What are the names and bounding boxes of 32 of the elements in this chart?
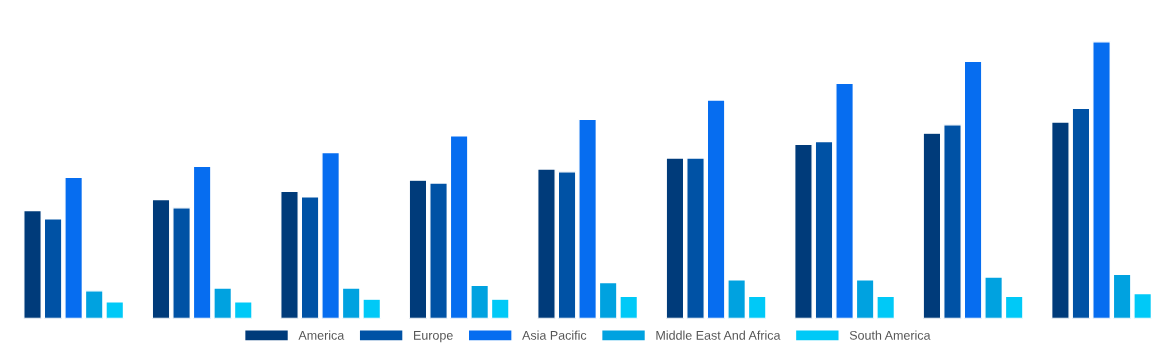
legend-label: Asia Pacific: [522, 330, 587, 340]
bar: [814, 140, 834, 319]
bar: [151, 198, 171, 319]
legend-label: South America: [849, 330, 931, 340]
bar: [794, 143, 813, 319]
bar: [943, 124, 962, 319]
bar: [23, 209, 42, 319]
bar: [578, 118, 598, 319]
bar: [429, 182, 448, 319]
bar: [557, 171, 577, 319]
legend-label: Europe: [414, 331, 453, 343]
bar: [408, 179, 428, 319]
bar: [1050, 121, 1070, 319]
bar: [321, 151, 341, 319]
bar: [172, 207, 191, 319]
bar: [984, 276, 1004, 319]
legend-label: America: [298, 330, 345, 340]
bar: [490, 298, 510, 319]
bar: [233, 301, 253, 319]
bar: [835, 82, 854, 319]
bar: [537, 168, 556, 319]
bar: [747, 295, 767, 319]
bar: [963, 60, 983, 319]
bar: [665, 157, 685, 319]
bar: [1004, 295, 1024, 319]
bar: [686, 157, 705, 319]
legend-label: Middle East And Africa: [656, 330, 781, 340]
bar: [922, 132, 942, 319]
bar: [280, 190, 299, 319]
bar: [300, 196, 320, 319]
bar: [1092, 41, 1111, 319]
bar: [1071, 107, 1091, 319]
